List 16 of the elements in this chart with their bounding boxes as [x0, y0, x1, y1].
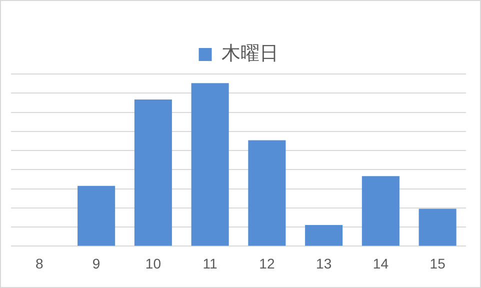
x-tick-label: 9 — [92, 255, 100, 272]
x-tick-label: 8 — [36, 255, 44, 272]
bar — [134, 99, 172, 246]
x-tick-label: 12 — [259, 255, 275, 272]
x-tick-label: 11 — [202, 255, 218, 272]
bar — [78, 186, 116, 246]
bar — [191, 83, 229, 246]
x-tick-label: 10 — [145, 255, 162, 272]
legend-label: 木曜日 — [221, 42, 278, 64]
bar — [362, 176, 400, 246]
bar — [248, 140, 286, 246]
x-tick-label: 13 — [316, 255, 332, 272]
bar — [305, 225, 343, 246]
x-tick-label: 14 — [372, 255, 389, 272]
bar — [418, 208, 456, 246]
x-tick-label: 15 — [430, 255, 446, 272]
